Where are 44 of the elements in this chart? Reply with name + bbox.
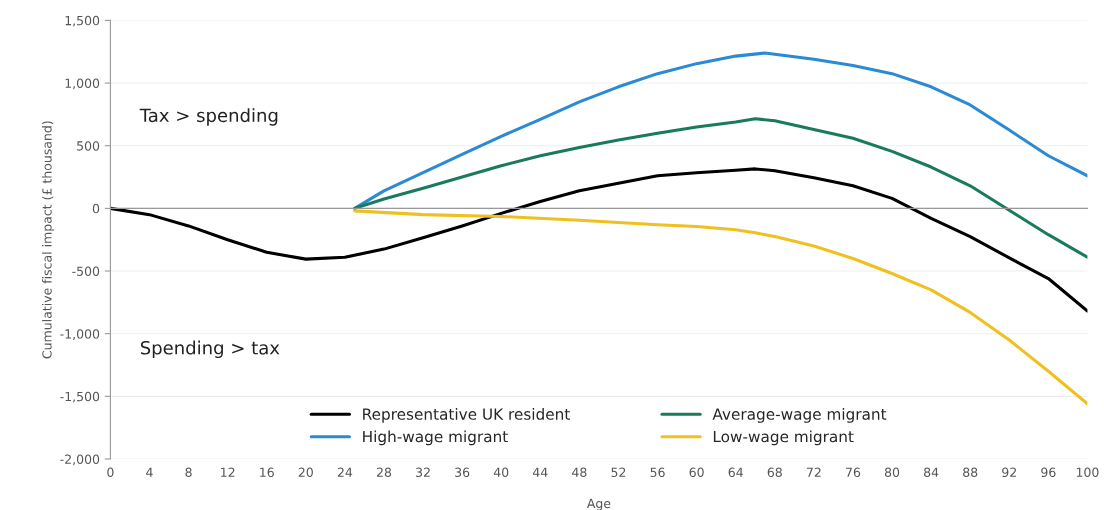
y-tick-label: -1,500 <box>60 391 100 403</box>
annotation: Spending > tax <box>140 340 280 359</box>
y-tick-label: -500 <box>72 266 100 276</box>
x-tick-label: 4 <box>146 467 153 477</box>
y-tick-label: 0 <box>92 203 100 214</box>
legend-label: High-wage migrant <box>363 430 508 446</box>
y-tick-label: 500 <box>77 141 100 151</box>
x-tick-label: 56 <box>650 467 665 478</box>
y-tick-label: 1,500 <box>65 15 100 27</box>
x-tick-label: 88 <box>963 467 978 478</box>
line-series <box>353 209 1088 406</box>
x-tick-label: 36 <box>455 467 470 478</box>
legend-label: Low-wage migrant <box>713 430 854 446</box>
legend-label: Average-wage migrant <box>712 408 887 423</box>
x-tick-label: 32 <box>416 467 430 478</box>
x-tick-label: 48 <box>572 467 587 478</box>
line-series <box>353 117 1088 259</box>
x-tick-label: 28 <box>376 467 392 478</box>
x-tick-label: 80 <box>884 467 900 478</box>
x-tick-label: 92 <box>1002 467 1016 478</box>
x-tick-label: 100 <box>1076 467 1099 478</box>
x-axis-title: Age <box>586 498 611 510</box>
x-tick-label: 8 <box>185 467 192 478</box>
x-tick-label: 52 <box>611 467 626 478</box>
legend-label: Representative UK resident <box>363 408 570 423</box>
x-tick-label: 64 <box>728 467 743 478</box>
y-tick-label: -2,000 <box>60 454 100 466</box>
x-tick-label: 12 <box>221 467 235 477</box>
y-axis-title: Cumulative fiscal impact (£ thousand) <box>42 121 55 359</box>
x-tick-label: 72 <box>806 467 821 477</box>
x-tick-label: 84 <box>924 467 939 478</box>
x-tick-label: 76 <box>846 467 861 478</box>
y-tick-label: -1,000 <box>60 329 100 340</box>
x-tick-label: 60 <box>689 467 704 478</box>
x-tick-label: 24 <box>337 467 353 477</box>
x-tick-label: 0 <box>107 467 114 478</box>
y-tick-label: 1,000 <box>65 78 100 90</box>
x-tick-label: 96 <box>1041 467 1056 478</box>
x-tick-label: 20 <box>298 467 313 478</box>
annotation: Tax > spending <box>139 108 278 126</box>
x-tick-label: 16 <box>260 467 274 478</box>
x-tick-label: 44 <box>532 467 548 477</box>
x-tick-label: 40 <box>493 467 509 478</box>
x-tick-label: 68 <box>767 467 782 478</box>
